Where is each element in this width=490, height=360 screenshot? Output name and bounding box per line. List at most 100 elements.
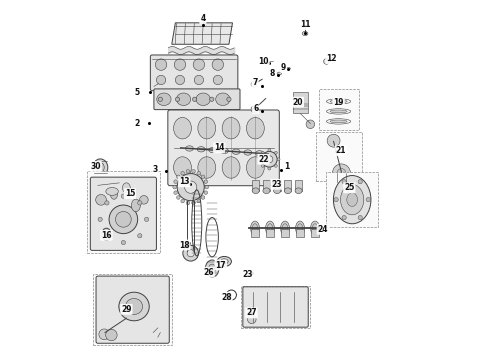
Ellipse shape: [196, 93, 210, 105]
Circle shape: [98, 217, 102, 221]
Bar: [241, 286, 310, 328]
FancyBboxPatch shape: [150, 55, 238, 91]
Text: 19: 19: [333, 98, 344, 107]
Circle shape: [193, 97, 197, 102]
Circle shape: [173, 185, 176, 189]
Circle shape: [187, 249, 194, 257]
Circle shape: [156, 75, 166, 85]
Bar: [284, 180, 292, 191]
Ellipse shape: [197, 147, 205, 152]
Circle shape: [358, 215, 362, 220]
Ellipse shape: [250, 221, 260, 235]
Ellipse shape: [222, 117, 240, 139]
Circle shape: [262, 152, 277, 167]
Bar: [251, 229, 259, 237]
Ellipse shape: [173, 157, 192, 178]
Circle shape: [145, 217, 149, 221]
Circle shape: [247, 315, 256, 324]
Ellipse shape: [125, 298, 143, 315]
Circle shape: [274, 151, 277, 154]
Ellipse shape: [216, 93, 230, 105]
Circle shape: [333, 164, 350, 182]
Circle shape: [99, 329, 110, 340]
Text: 6: 6: [253, 104, 258, 113]
Circle shape: [192, 201, 196, 205]
Circle shape: [106, 329, 117, 341]
Circle shape: [302, 20, 308, 26]
Circle shape: [266, 156, 273, 163]
Circle shape: [323, 59, 329, 64]
Ellipse shape: [297, 224, 303, 233]
Ellipse shape: [93, 159, 108, 176]
Ellipse shape: [220, 259, 228, 264]
Bar: [266, 229, 274, 237]
Text: 16: 16: [101, 231, 112, 240]
Circle shape: [121, 240, 125, 245]
Text: 26: 26: [203, 268, 214, 277]
Ellipse shape: [333, 176, 371, 224]
Text: 7: 7: [252, 78, 258, 87]
Circle shape: [121, 194, 125, 198]
Ellipse shape: [266, 221, 274, 235]
Ellipse shape: [252, 224, 258, 233]
Ellipse shape: [312, 224, 318, 233]
Text: 30: 30: [91, 162, 101, 171]
Text: 4: 4: [200, 14, 205, 23]
Text: 5: 5: [135, 88, 140, 97]
Circle shape: [212, 59, 223, 70]
Ellipse shape: [246, 117, 264, 139]
Circle shape: [174, 191, 177, 194]
Text: 22: 22: [258, 155, 269, 164]
Text: 25: 25: [344, 183, 354, 192]
Text: 20: 20: [293, 98, 303, 107]
Circle shape: [268, 167, 270, 170]
Circle shape: [253, 108, 256, 111]
Circle shape: [105, 201, 109, 205]
Circle shape: [210, 97, 214, 102]
Ellipse shape: [341, 184, 364, 215]
Ellipse shape: [131, 199, 140, 212]
Bar: [273, 180, 281, 191]
Bar: [293, 92, 308, 113]
Circle shape: [193, 59, 205, 70]
Bar: [281, 229, 289, 237]
Circle shape: [201, 196, 205, 199]
Circle shape: [358, 180, 362, 184]
Circle shape: [174, 180, 177, 184]
Circle shape: [251, 81, 257, 87]
Circle shape: [116, 211, 131, 227]
Circle shape: [334, 198, 338, 202]
Ellipse shape: [281, 221, 290, 235]
Circle shape: [197, 171, 200, 175]
Ellipse shape: [268, 224, 272, 233]
Ellipse shape: [232, 149, 240, 154]
Bar: [93, 274, 172, 345]
Circle shape: [213, 75, 222, 85]
Circle shape: [158, 97, 163, 102]
Ellipse shape: [244, 150, 252, 155]
Text: 13: 13: [179, 177, 190, 186]
Circle shape: [205, 185, 209, 189]
Circle shape: [197, 199, 200, 203]
Circle shape: [327, 134, 340, 147]
Ellipse shape: [284, 188, 292, 194]
Ellipse shape: [282, 224, 288, 233]
Text: 28: 28: [221, 293, 232, 302]
Ellipse shape: [209, 147, 217, 153]
Circle shape: [183, 246, 198, 261]
Ellipse shape: [295, 221, 304, 235]
Text: 11: 11: [300, 20, 310, 29]
Bar: [316, 132, 362, 181]
Circle shape: [181, 199, 184, 203]
Circle shape: [176, 196, 180, 199]
Ellipse shape: [102, 228, 111, 240]
Circle shape: [261, 151, 264, 154]
Circle shape: [185, 181, 197, 193]
Text: 8: 8: [270, 69, 275, 78]
Text: 15: 15: [125, 189, 135, 198]
Ellipse shape: [209, 264, 216, 273]
Ellipse shape: [246, 157, 264, 178]
Ellipse shape: [110, 189, 118, 199]
Ellipse shape: [157, 93, 171, 105]
Ellipse shape: [198, 157, 216, 178]
